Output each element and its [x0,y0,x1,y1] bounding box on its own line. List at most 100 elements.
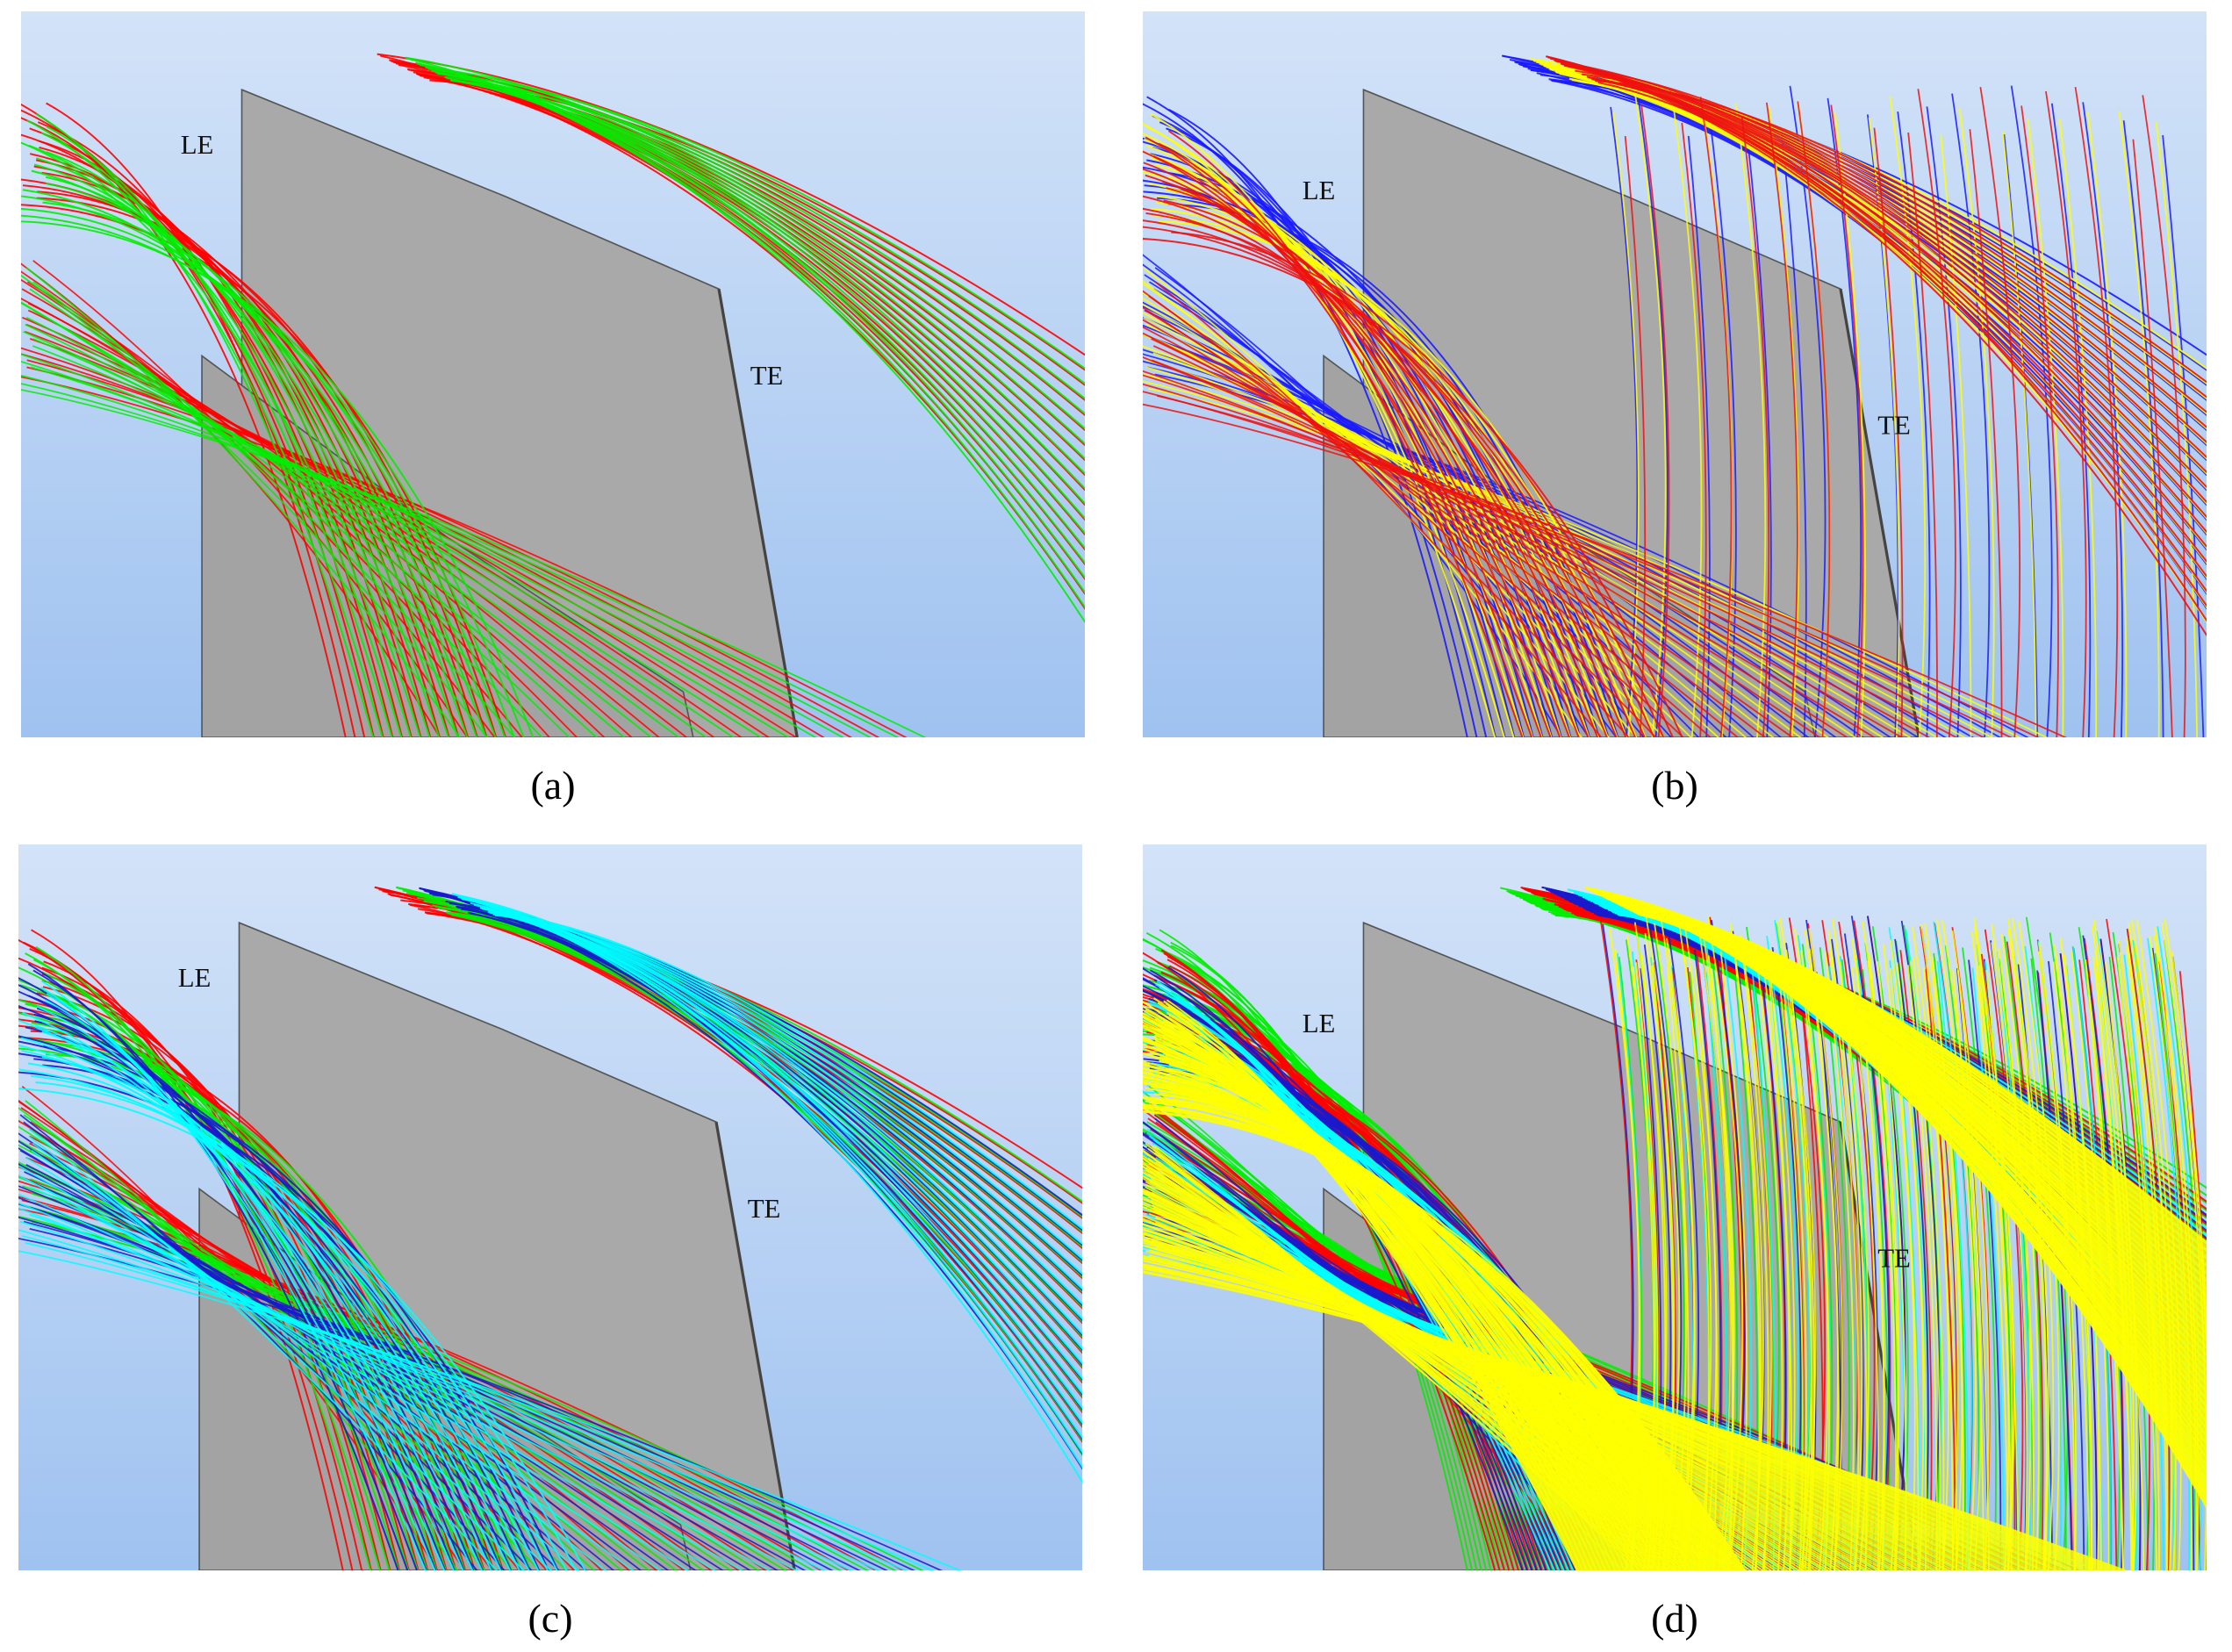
streamline [1917,89,1956,737]
streamline [1681,122,1707,737]
streamline [1143,380,2021,737]
streamline [24,1178,689,1570]
streamline [1610,106,1639,737]
streamline [18,1068,558,1570]
le-label: LE [178,963,212,993]
streamline [457,895,1082,1483]
trailing-edge [717,288,799,737]
streamline [1768,106,1800,737]
streamline [21,1011,474,1570]
streamline [1143,1218,1920,1570]
streamline [2116,957,2157,1570]
streamline [1151,338,1821,737]
streamline [1554,59,2207,637]
streamline [29,127,394,737]
streamline [36,197,498,737]
streamline [1920,923,1959,1570]
streamline [1143,238,1683,737]
streamline [33,163,449,737]
streamline [1970,930,2010,1570]
streamline [2074,86,2119,737]
te-label: TE [750,361,784,391]
streamline [31,169,459,737]
streamline [1906,965,1938,1570]
streamline [1708,114,1737,737]
streamline [19,1220,853,1570]
streamline [32,260,469,737]
streamline [21,347,798,737]
streamline [2126,937,2169,1570]
streamline [2092,956,2133,1570]
streamline [2006,941,2044,1570]
streamline [1143,373,1994,737]
streamline [2132,139,2173,737]
streamline [21,141,412,737]
streamline [1924,923,1963,1570]
streamline [21,389,927,737]
streamline [2128,922,2173,1570]
streamline [1830,104,1864,737]
streamline [1154,281,1603,737]
le-label: LE [181,130,214,160]
streamline [1991,923,2032,1570]
streamline [21,1199,878,1570]
streamline [25,1164,670,1570]
streamline [1143,391,2013,737]
streamline [1143,319,1740,737]
trailing-edge [1839,288,1920,737]
streamline [2071,950,2110,1570]
streamline [29,1185,716,1570]
streamline [1146,1267,2120,1570]
streamline [18,1174,662,1570]
streamline [1151,157,1562,737]
streamline [21,1049,530,1570]
streamline [452,893,1082,1320]
streamline [32,345,763,737]
streamline [1163,199,1627,737]
streamline [45,176,469,737]
streamline [1962,947,1997,1570]
streamline [1158,1010,1598,1570]
streamline [1936,918,1977,1570]
panel-figure: LE TE [1143,844,2207,1570]
streamline [2086,111,2128,737]
streamline [42,986,429,1570]
streamline [437,72,1085,370]
streamline [1143,312,1748,737]
streamline [25,316,653,737]
streamline [1143,195,1618,737]
streamline [2122,120,2164,737]
streamline [18,1019,483,1570]
streamline [19,984,428,1570]
streamline [2149,935,2193,1570]
streamline [2010,85,2053,737]
streamline [1913,957,1945,1570]
streamline [1973,916,2015,1570]
streamline [1143,374,1958,737]
streamline [18,1229,880,1570]
streamline [18,999,447,1570]
streamline [2059,937,2100,1570]
streamline [1143,133,1525,737]
streamline [18,1193,743,1570]
streamline [2053,945,2092,1570]
streamline [19,1114,478,1570]
streamline [1765,102,1798,737]
streamline [1143,360,1975,737]
caption: (a) [530,763,576,808]
streamline [2020,105,2059,737]
streamline [417,62,1085,564]
streamline [26,359,853,737]
streamline [1971,967,2006,1570]
streamline [1933,921,1973,1570]
streamline [458,896,1082,1440]
streamline [21,278,523,737]
streamline [18,1237,944,1570]
streamline [2085,959,2124,1570]
streamline [1143,356,1877,737]
streamline [46,151,431,737]
te-label: TE [748,1194,781,1224]
streamline [1907,132,1938,737]
streamline [32,338,736,737]
streamline [32,1142,553,1570]
